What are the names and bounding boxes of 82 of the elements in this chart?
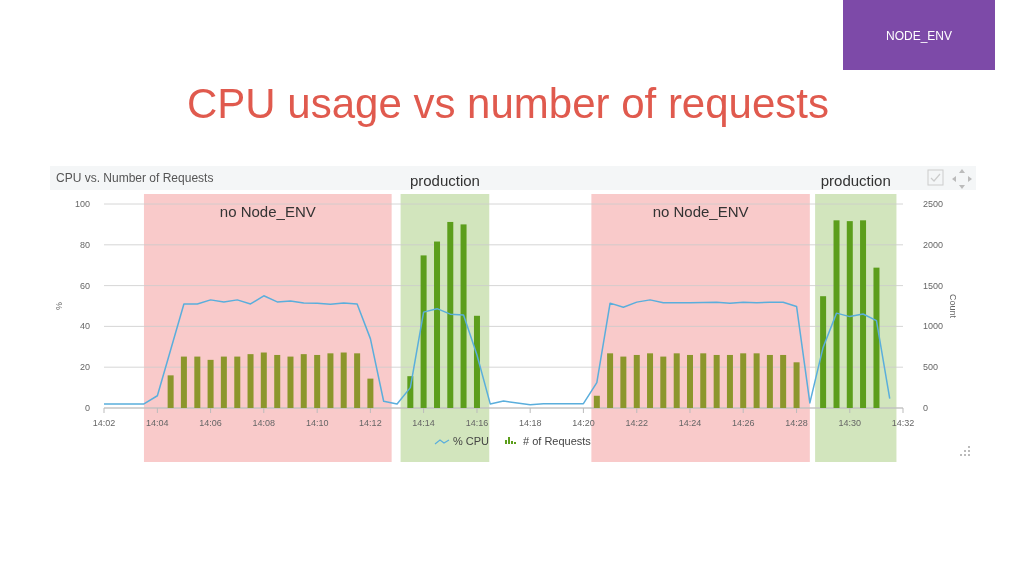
y2-tick-label: 500 — [923, 362, 939, 373]
bar — [607, 353, 614, 408]
bar — [833, 220, 840, 408]
bar — [194, 356, 201, 408]
y2-tick-label: 1000 — [923, 321, 944, 332]
y-tick-label: 100 — [74, 199, 90, 209]
x-tick-label: 14:22 — [625, 418, 649, 428]
band-label: production — [820, 172, 891, 189]
x-tick-label: 14:24 — [678, 418, 702, 428]
bar — [260, 352, 267, 408]
bar — [354, 353, 361, 408]
x-tick-label: 14:16 — [465, 418, 489, 428]
band-label: no Node_ENV — [652, 203, 749, 220]
bar — [234, 356, 241, 408]
x-tick-label: 14:26 — [731, 418, 755, 428]
legend-label: # of Requests — [523, 435, 592, 447]
y2-tick-label: 2000 — [923, 239, 944, 250]
bar — [473, 315, 480, 408]
x-tick-label: 14:10 — [305, 418, 329, 428]
x-tick-label: 14:06 — [199, 418, 222, 428]
bar — [340, 352, 347, 408]
y-tick-label: 20 — [79, 362, 90, 373]
bar — [846, 221, 853, 408]
y2-axis-title: Count — [948, 293, 958, 319]
x-tick-label: 14:20 — [572, 418, 595, 428]
band-label: no Node_ENV — [219, 203, 316, 220]
y2-tick-label: 2500 — [923, 199, 944, 209]
bar — [207, 359, 214, 408]
x-tick-label: 14:18 — [518, 418, 542, 428]
line-series — [103, 295, 891, 406]
y-tick-label: 40 — [79, 321, 90, 332]
x-tick-label: 14:02 — [92, 418, 116, 428]
bar — [367, 378, 374, 408]
bar — [700, 353, 707, 408]
bar — [287, 356, 294, 408]
bar — [820, 296, 827, 408]
y2-tick-label: 0 — [923, 403, 929, 413]
bar — [247, 354, 254, 408]
bar — [753, 353, 760, 408]
x-tick-label: 14:32 — [891, 418, 915, 428]
bar — [620, 356, 627, 408]
bar — [220, 356, 227, 408]
x-tick-label: 14:14 — [412, 418, 435, 428]
band-label: production — [409, 172, 480, 189]
y-axis-title: % — [54, 301, 64, 311]
bar — [167, 375, 174, 408]
x-tick-label: 14:04 — [146, 418, 169, 428]
bar — [780, 354, 787, 408]
bar — [673, 353, 680, 408]
bar — [873, 267, 880, 408]
bar — [420, 255, 427, 408]
chart-subtitle: CPU vs. Number of Requests — [56, 171, 214, 185]
bar — [660, 356, 667, 408]
bar — [274, 354, 281, 408]
bar — [300, 354, 307, 408]
y-tick-label: 80 — [79, 239, 90, 250]
bar — [633, 354, 640, 408]
bar — [740, 353, 747, 408]
bar — [447, 221, 454, 408]
x-tick-label: 14:30 — [838, 418, 862, 428]
x-tick-label: 14:08 — [252, 418, 276, 428]
bar — [713, 354, 720, 408]
bar — [860, 220, 867, 408]
bar — [434, 241, 441, 408]
y-tick-label: 60 — [79, 280, 90, 291]
y-tick-label: 0 — [84, 403, 90, 413]
chart-title: CPU usage vs number of requests — [187, 80, 829, 127]
bar — [593, 395, 600, 408]
bar — [314, 354, 321, 408]
text: NODE_ENV — [885, 29, 953, 43]
bar — [647, 353, 654, 408]
x-tick-label: 14:12 — [359, 418, 382, 428]
y2-tick-label: 1500 — [923, 280, 944, 291]
bar — [327, 353, 334, 408]
legend-label: % CPU — [453, 435, 490, 447]
bar — [460, 224, 467, 408]
x-tick-label: 14:28 — [785, 418, 808, 428]
bar — [180, 356, 187, 408]
bar — [686, 354, 693, 408]
bar — [726, 354, 733, 408]
bar — [793, 362, 800, 408]
bar — [766, 354, 773, 408]
